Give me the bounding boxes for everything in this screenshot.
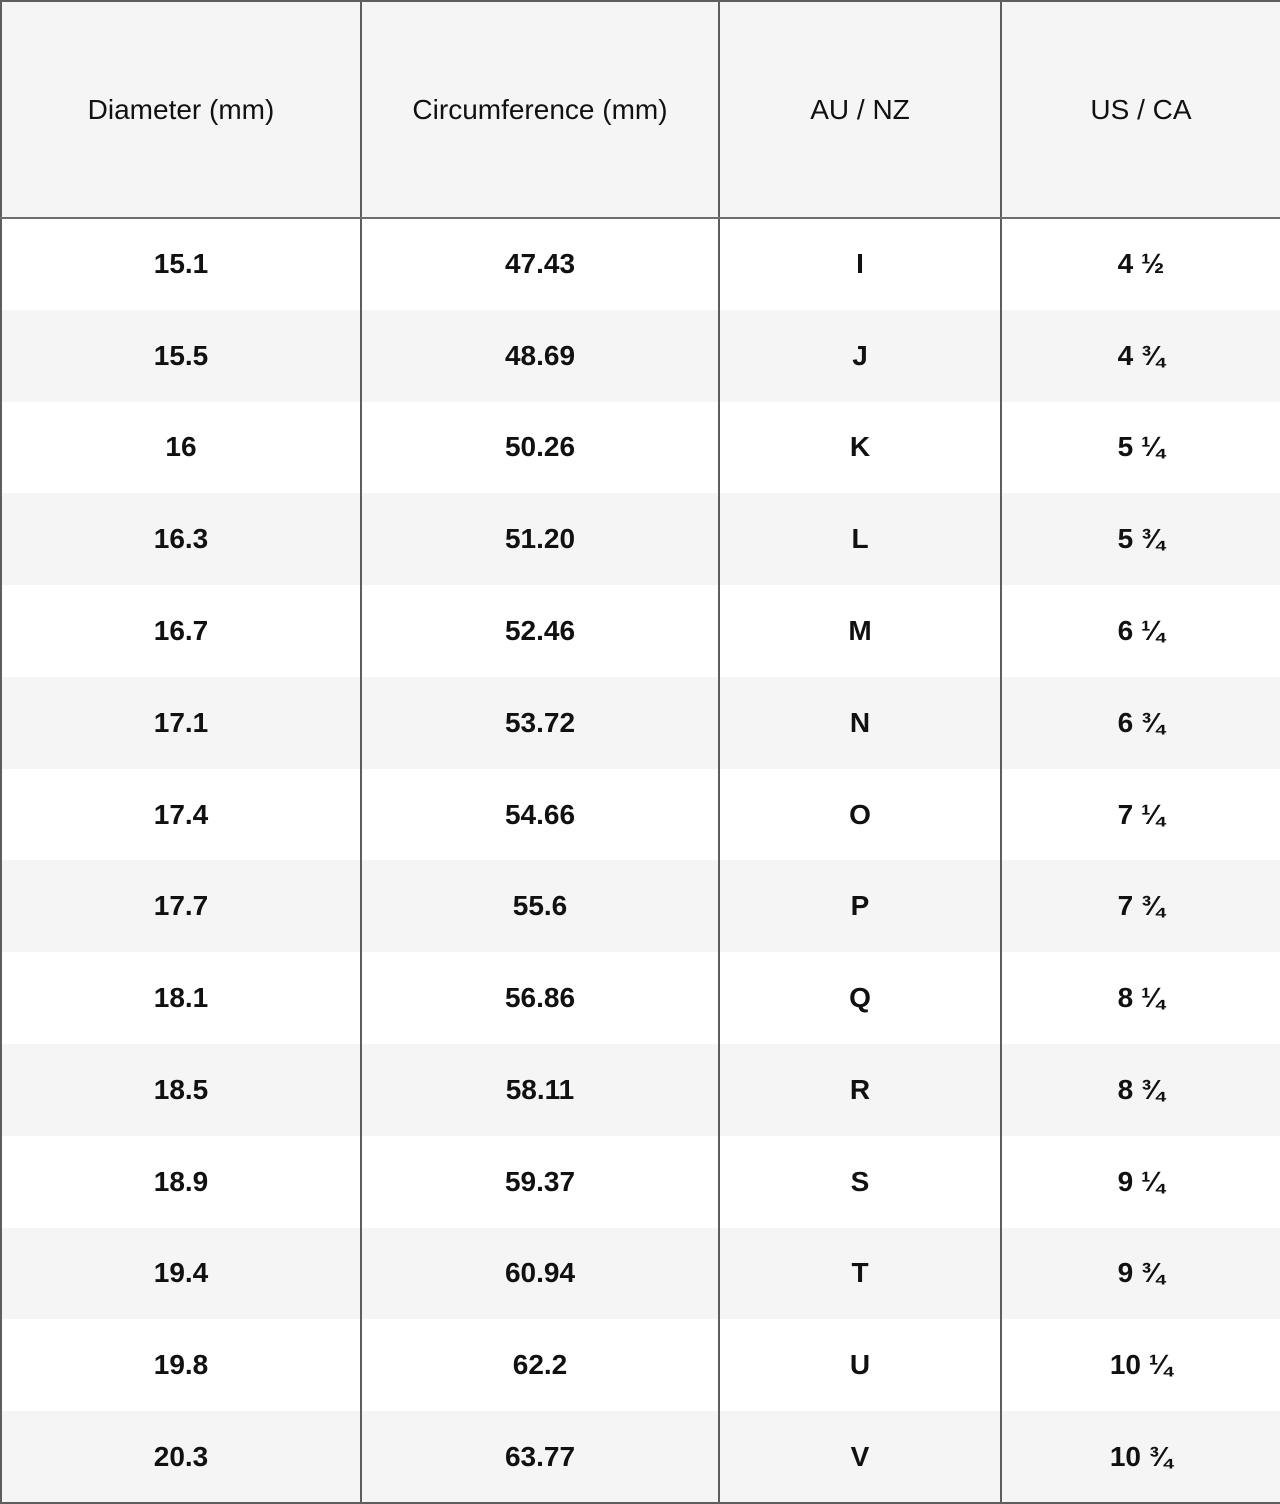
header-row: Diameter (mm) Circumference (mm) AU / NZ… [1, 1, 1280, 219]
cell-us-ca: 9 ¼ [1000, 1135, 1280, 1228]
cell-diameter: 17.7 [153, 890, 209, 922]
cell-circumference: 55.6 [360, 860, 719, 953]
cell-au-nz: J [718, 309, 1001, 402]
cell-diameter: 17.1 [153, 706, 209, 738]
cell-au-nz: K [718, 401, 1001, 494]
cell-us-ca: 7 ¾ [1000, 860, 1280, 953]
cell-au-nz: Q [718, 952, 1001, 1045]
table-row: 15.5 48.69 J 4 ¾ [1, 309, 1280, 402]
table-row: 16 50.26 K 5 ¼ [1, 401, 1280, 494]
cell-circumference: 50.26 [360, 401, 719, 494]
header-circumference: Circumference (mm) [360, 1, 719, 219]
cell-circumference: 52.46 [360, 585, 719, 677]
cell-circumference: 51.20 [360, 493, 719, 586]
table-row: 18.9 59.37 S 9 ¼ [1, 1135, 1280, 1228]
cell-au-nz: L [718, 493, 1001, 586]
cell-circumference: 54.66 [360, 768, 719, 861]
cell-circumference: 59.37 [360, 1135, 719, 1228]
cell-diameter: 18.1 [153, 982, 209, 1014]
header-diameter: Diameter (mm) [1, 1, 361, 219]
cell-us-ca: 10 ¼ [1000, 1319, 1280, 1412]
table-row: 18.5 58.11 R 8 ¾ [1, 1044, 1280, 1136]
cell-diameter: 16 [165, 431, 197, 463]
table-row: 17.7 55.6 P 7 ¾ [1, 860, 1280, 953]
table-row: 17.1 53.72 N 6 ¾ [1, 676, 1280, 769]
cell-au-nz: I [718, 218, 1001, 310]
cell-circumference: 62.2 [360, 1319, 719, 1412]
table-body: 15.1 47.43 I 4 ½ 15.5 48.69 J 4 ¾ 16 50.26 K 5 ¼ 16.… [1, 218, 1280, 1503]
cell-diameter: 18.5 [153, 1073, 209, 1105]
cell-diameter: 15.1 [153, 248, 209, 280]
cell-us-ca: 8 ¾ [1000, 1044, 1280, 1136]
cell-au-nz: R [718, 1044, 1001, 1136]
cell-au-nz: P [718, 860, 1001, 953]
cell-us-ca: 9 ¾ [1000, 1227, 1280, 1320]
cell-us-ca: 7 ¼ [1000, 768, 1280, 861]
cell-circumference: 58.11 [360, 1044, 719, 1136]
cell-diameter: 17.4 [153, 798, 209, 830]
table-row: 19.4 60.94 T 9 ¾ [1, 1227, 1280, 1320]
cell-diameter: 16.7 [153, 615, 209, 647]
header-au-nz: AU / NZ [718, 1, 1001, 219]
cell-us-ca: 8 ¼ [1000, 952, 1280, 1045]
cell-circumference: 60.94 [360, 1227, 719, 1320]
table-row: 17.4 54.66 O 7 ¼ [1, 768, 1280, 861]
table-row: 18.1 56.86 Q 8 ¼ [1, 952, 1280, 1045]
cell-us-ca: 4 ¾ [1000, 309, 1280, 402]
cell-diameter: 20.3 [153, 1440, 209, 1472]
cell-au-nz: T [718, 1227, 1001, 1320]
cell-diameter: 18.9 [153, 1165, 209, 1197]
cell-au-nz: V [718, 1411, 1001, 1503]
cell-circumference: 53.72 [360, 676, 719, 769]
table-row: 16.3 51.20 L 5 ¾ [1, 493, 1280, 586]
cell-us-ca: 5 ¾ [1000, 493, 1280, 586]
table-row: 20.3 63.77 V 10 ¾ [1, 1411, 1280, 1503]
cell-diameter: 15.5 [153, 339, 209, 371]
cell-us-ca: 4 ½ [1000, 218, 1280, 310]
cell-diameter: 16.3 [153, 523, 209, 555]
cell-us-ca: 6 ¼ [1000, 585, 1280, 677]
cell-au-nz: U [718, 1319, 1001, 1412]
cell-au-nz: O [718, 768, 1001, 861]
table-row: 19.8 62.2 U 10 ¼ [1, 1319, 1280, 1412]
table-row: 15.1 47.43 I 4 ½ [1, 218, 1280, 310]
cell-circumference: 47.43 [360, 218, 719, 310]
cell-circumference: 63.77 [360, 1411, 719, 1503]
cell-circumference: 48.69 [360, 309, 719, 402]
cell-circumference: 56.86 [360, 952, 719, 1045]
cell-au-nz: N [718, 676, 1001, 769]
cell-us-ca: 10 ¾ [1000, 1411, 1280, 1503]
cell-us-ca: 6 ¾ [1000, 676, 1280, 769]
cell-au-nz: S [718, 1135, 1001, 1228]
header-us-ca: US / CA [1000, 1, 1280, 219]
cell-diameter: 19.8 [153, 1349, 209, 1381]
cell-diameter: 19.4 [153, 1257, 209, 1289]
cell-us-ca: 5 ¼ [1000, 401, 1280, 494]
table-row: 16.7 52.46 M 6 ¼ [1, 585, 1280, 677]
cell-au-nz: M [718, 585, 1001, 677]
